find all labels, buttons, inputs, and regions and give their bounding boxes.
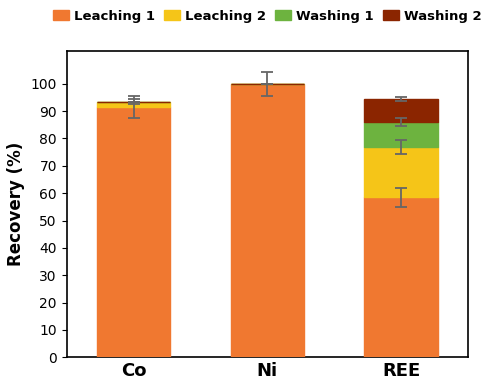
Bar (364, 99, 438, 122)
Y-axis label: Recovery (%): Recovery (%) (7, 142, 25, 266)
Legend: Leaching 1, Leaching 2, Washing 1, Washing 2: Leaching 1, Leaching 2, Washing 1, Washi… (48, 5, 486, 26)
Bar (96, 107, 170, 357)
Bar (364, 122, 438, 147)
Bar (230, 84, 304, 357)
Bar (364, 147, 438, 197)
Bar (364, 197, 438, 357)
Bar (96, 101, 170, 107)
